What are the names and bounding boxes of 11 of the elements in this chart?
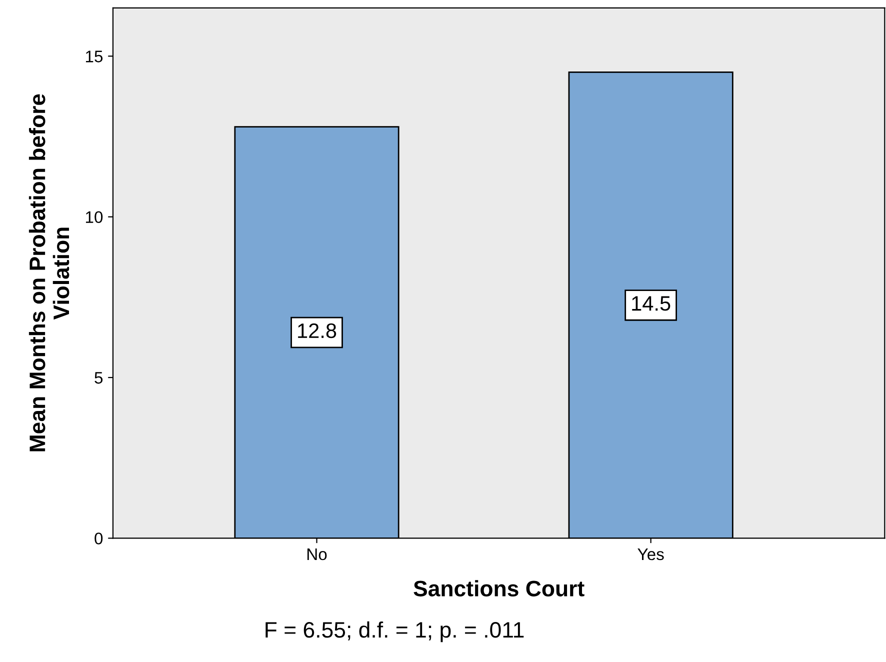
x-axis-title: Sanctions Court	[414, 580, 584, 596]
y-tick-label: 0	[94, 532, 103, 544]
data-label: 14.5	[632, 296, 670, 311]
y-tick-label: 15	[86, 50, 103, 62]
x-tick-label: Yes	[638, 548, 664, 560]
y-axis-title: Mean Months on Probation before Violation	[28, 94, 70, 452]
x-tick-label: No	[307, 548, 327, 560]
y-tick-label: 5	[94, 372, 103, 384]
data-label: 12.8	[298, 323, 336, 338]
y-tick-label: 10	[86, 211, 103, 224]
text: F = 6.55; d.f. = 1; p. = .011	[266, 621, 524, 642]
